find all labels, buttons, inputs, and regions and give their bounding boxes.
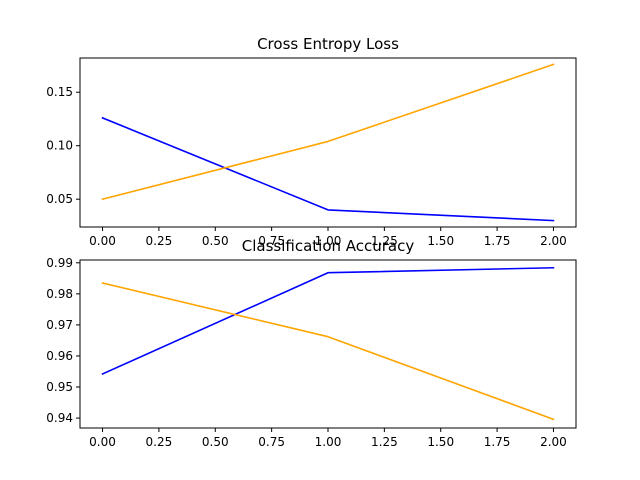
loss-x-tick-label: 0.25 (146, 234, 173, 248)
loss-x-tick-label: 1.75 (484, 234, 511, 248)
loss-chart-title: Cross Entropy Loss (257, 35, 399, 53)
loss-series-1-line (101, 63, 555, 201)
accuracy-x-tick-label: 0.50 (202, 435, 229, 449)
accuracy-chart: 0.00 0.25 0.50 0.75 1.00 1.25 1.50 1.75 2.00 0.94… (46, 237, 577, 449)
accuracy-x-tick-label: 1.50 (427, 435, 454, 449)
accuracy-y-tick-label: 0.99 (46, 256, 73, 270)
loss-x-tick-label: 1.00 (315, 234, 342, 248)
loss-x-tick-label: 0.00 (89, 234, 116, 248)
accuracy-x-tick-label: 0.25 (146, 435, 173, 449)
accuracy-x-tick-label: 1.00 (315, 435, 342, 449)
accuracy-y-tick-label: 0.95 (46, 380, 73, 394)
loss-y-tick-label: 0.15 (46, 85, 73, 99)
loss-x-tick-label: 0.50 (202, 234, 229, 248)
accuracy-y-tick-label: 0.97 (46, 318, 73, 332)
accuracy-y-tick-label: 0.94 (46, 411, 73, 425)
accuracy-x-tick-label: 2.00 (540, 435, 567, 449)
loss-plot-frame (79, 57, 577, 228)
loss-x-tick-label: 0.75 (258, 234, 285, 248)
accuracy-y-tick-label: 0.98 (46, 287, 73, 301)
loss-y-tick-label: 0.05 (46, 192, 73, 206)
accuracy-x-tick-label: 1.75 (484, 435, 511, 449)
accuracy-plot-frame (79, 259, 577, 429)
loss-x-tick-label: 1.50 (427, 234, 454, 248)
loss-chart: 0.00 0.25 0.50 0.75 1.00 1.25 1.50 1.75 2.00 0.05… (46, 35, 577, 248)
loss-y-tick-label: 0.10 (46, 139, 73, 153)
loss-x-tick-label: 2.00 (540, 234, 567, 248)
accuracy-x-tick-label: 0.75 (258, 435, 285, 449)
accuracy-chart-title: Classification Accuracy (242, 237, 415, 255)
accuracy-y-tick-label: 0.96 (46, 349, 73, 363)
accuracy-series-0-line (101, 266, 555, 376)
accuracy-x-tick-label: 0.00 (89, 435, 116, 449)
loss-series-0-line (101, 116, 555, 222)
accuracy-series-1-line (101, 282, 555, 421)
accuracy-x-tick-label: 1.25 (371, 435, 398, 449)
loss-x-tick-label: 1.25 (371, 234, 398, 248)
